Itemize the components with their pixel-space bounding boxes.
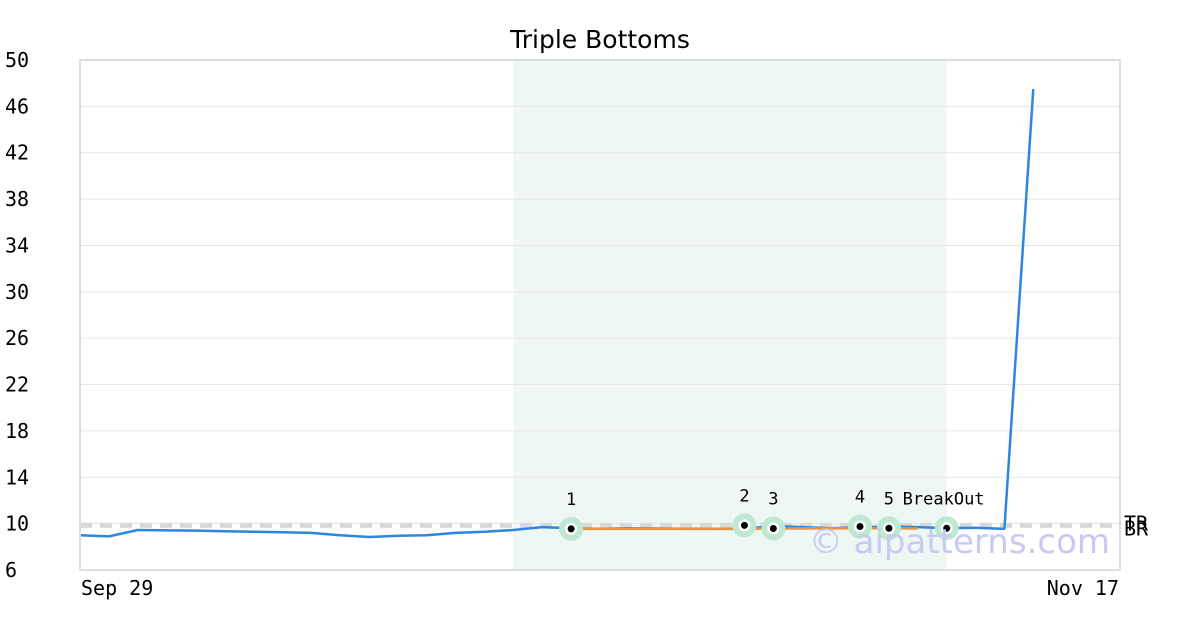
pattern-point-label: 2 <box>739 486 749 506</box>
pattern-point-label: BreakOut <box>903 489 985 509</box>
pattern-point-dot <box>769 525 777 533</box>
y-tick-label: 26 <box>5 326 29 350</box>
x-axis-ticks: Sep 29 Nov 17 <box>81 576 1119 600</box>
plot-background <box>513 60 947 570</box>
pattern-point-label: 3 <box>768 490 778 510</box>
pattern-point-label: 1 <box>566 490 576 510</box>
pattern-point-dot <box>885 524 893 532</box>
chart-title: Triple Bottoms <box>509 25 690 54</box>
pattern-point-label: 5 <box>884 489 894 509</box>
y-tick-label: 10 <box>5 512 29 536</box>
reference-line-label: TR <box>1124 511 1149 535</box>
y-tick-label: 34 <box>5 233 29 257</box>
y-tick-label: 6 <box>5 558 17 582</box>
reference-line-label: BR <box>1124 516 1149 540</box>
grid-lines <box>80 105 1120 525</box>
y-tick-label: 22 <box>5 373 29 397</box>
pattern-region <box>513 60 947 570</box>
y-tick-label: 50 <box>5 48 29 72</box>
y-axis-ticks: 6 10 14 18 22 26 30 34 38 42 46 50 <box>5 48 29 582</box>
y-tick-label: 42 <box>5 141 29 165</box>
pattern-point-label: 4 <box>855 488 865 508</box>
y-tick-label: 18 <box>5 419 29 443</box>
pattern-point-dot <box>943 524 951 532</box>
y-tick-label: 14 <box>5 465 29 489</box>
pattern-point-dot <box>740 521 748 529</box>
x-tick-label: Nov 17 <box>1047 576 1119 600</box>
pattern-point-dot <box>567 525 575 533</box>
pattern-point-dot <box>856 523 864 531</box>
x-tick-label: Sep 29 <box>81 576 153 600</box>
y-tick-label: 46 <box>5 94 29 118</box>
pattern-points: 1 2 3 4 5 BreakOut <box>559 486 985 541</box>
price-series-line <box>79 88 1035 539</box>
y-tick-label: 38 <box>5 187 29 211</box>
y-tick-label: 30 <box>5 280 29 304</box>
plot-frame <box>79 59 1121 571</box>
watermark-text: © aipatterns.com <box>809 522 1110 562</box>
